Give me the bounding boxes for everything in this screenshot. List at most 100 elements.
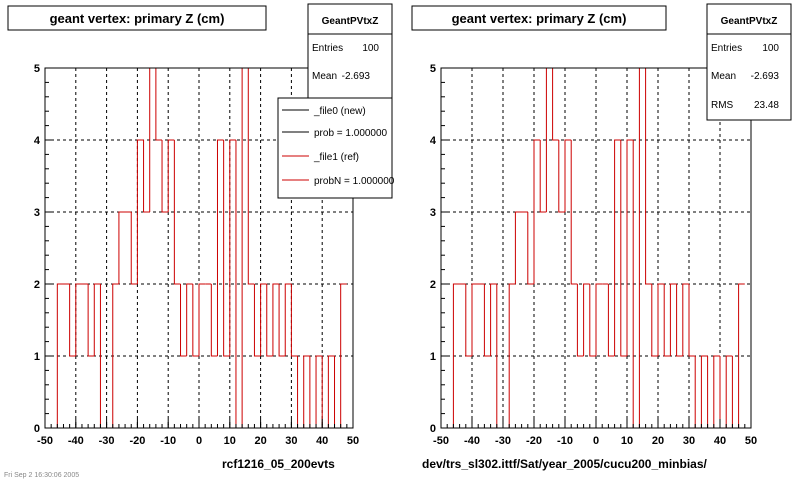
right-stats-entries-label: Entries [711,43,742,54]
left-footer: rcf1216_05_200evts [222,457,335,471]
histogram-bin [508,283,516,428]
histogram-bin [112,283,119,428]
histogram-bin [173,140,181,285]
histogram-bin [738,283,745,428]
x-tick-label: -30 [495,435,511,447]
x-tick-label: 30 [285,435,297,447]
histogram-bin [713,355,720,428]
histogram-bin [558,140,565,213]
histogram-bin [539,140,547,213]
histogram-bin [216,139,224,356]
histogram-bin [651,284,658,357]
histogram-bin [576,284,584,357]
y-tick-label: 2 [34,279,40,291]
histogram-bin [210,284,218,357]
histogram-bin [278,284,286,357]
x-tick-label: 10 [621,435,633,447]
right-stats-rms: 23.48 [754,100,779,111]
left-stats-mean-label: Mean [312,71,337,82]
x-tick-label: 30 [683,435,695,447]
histogram-bin [688,284,696,357]
x-tick-label: -50 [37,435,53,447]
left-stats-entries-label: Entries [312,43,343,54]
right-y-ticks: 0 1 2 3 4 5 [430,63,450,435]
histogram-bin [527,212,534,285]
histogram-bin [700,355,708,428]
right-stats-rms-label: RMS [711,100,734,111]
right-title: geant vertex: primary Z (cm) [452,11,627,26]
histogram-bin [657,283,665,356]
legend-label-1: prob = 1.000000 [314,128,388,139]
histogram-bin [75,283,89,356]
histogram-bin [620,140,627,357]
x-tick-label: 40 [316,435,328,447]
x-tick-label: 10 [224,435,236,447]
left-title-box [7,5,267,31]
x-tick-label: 40 [714,435,726,447]
right-stats-name: GeantPVtxZ [721,16,778,27]
histogram-bin [315,355,323,428]
histogram-bin [682,283,689,356]
x-tick-label: -10 [160,435,176,447]
y-tick-label: 0 [430,423,436,435]
histogram-bin [223,140,230,357]
histogram-bin [93,283,101,356]
histogram-bin [155,68,163,141]
histogram-bin [340,283,347,428]
right-stats-entries: 100 [762,43,779,54]
legend-label-3: probN = 1.000000 [314,176,395,187]
histogram-bin [533,139,541,284]
histogram-bin [725,355,733,428]
right-title-box [411,5,667,31]
x-tick-label: -20 [129,435,145,447]
y-tick-label: 0 [34,423,40,435]
y-tick-label: 4 [34,135,41,147]
right-stats-mean-label: Mean [711,71,736,82]
histogram-bin [56,283,70,428]
histogram-bin [266,284,273,357]
histogram-bin [471,283,485,356]
left-x-ticks: -50 -40 -30 -20 -10 0 10 20 30 40 50 [37,419,359,447]
x-tick-label: -20 [526,435,542,447]
left-histogram: geant vertex: primary Z (cm) -50 -40 -30 -2… [7,3,395,471]
y-tick-label: 3 [430,207,436,219]
left-stats-name: GeantPVtxZ [322,16,379,27]
x-tick-label: -50 [433,435,449,447]
right-stats-mean: -2.693 [751,71,780,82]
y-tick-label: 3 [34,207,40,219]
histogram-bin [87,284,95,357]
histogram-bin [645,68,652,285]
legend-label-0: _file0 (new) [313,106,366,117]
histogram-bin [595,283,603,356]
histogram-bin [570,140,578,285]
right-footer: dev/trs_sl302.ittf/Sat/year_2005/cucu200… [422,457,707,471]
right-histogram: geant vertex: primary Z (cm) -50 -40 -30 -2… [411,3,792,471]
histogram-bin [669,283,677,356]
histogram-bin [186,283,193,356]
histogram-bin [180,284,187,357]
x-tick-label: 20 [652,435,664,447]
histogram-bin [253,284,261,357]
histogram-bin [118,211,132,284]
histogram-bin [490,283,497,356]
histogram-bin [260,283,267,356]
histogram-bin [290,284,298,357]
histogram-bin [327,355,335,428]
histogram-bin [583,283,590,356]
histogram-bin [69,284,76,357]
histogram-bin [676,284,683,357]
histogram-bin [663,284,671,357]
left-legend [277,97,393,199]
histogram-bin [130,212,138,285]
histogram-bin [614,139,621,356]
x-tick-label: 50 [347,435,359,447]
histogram-bin [564,139,572,212]
x-tick-label: -40 [464,435,480,447]
timestamp: Fri Sep 2 16:30:06 2005 [4,472,79,479]
right-stats-box [706,3,792,121]
left-stats-mean: -2.693 [342,71,371,82]
histogram-bin [465,284,472,357]
x-tick-label: 0 [196,435,202,447]
x-tick-label: 0 [593,435,599,447]
left-title: geant vertex: primary Z (cm) [50,11,225,26]
